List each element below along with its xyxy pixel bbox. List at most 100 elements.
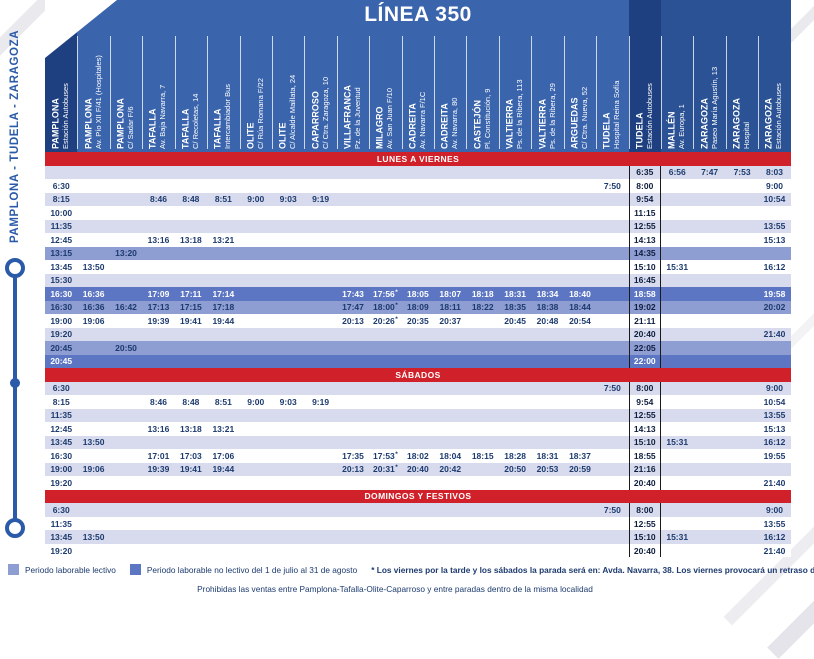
time-cell — [596, 233, 628, 247]
time-cell — [110, 314, 142, 328]
column-header-arguedas: ARGUEDAS C/ Ctra. Nueva, 52 — [563, 0, 596, 152]
time-cell — [726, 274, 758, 288]
time-cell — [693, 233, 725, 247]
time-cell — [110, 260, 142, 274]
time-cell: 12:55 — [628, 219, 662, 234]
time-cell — [304, 463, 336, 477]
time-cell — [531, 166, 563, 180]
time-cell — [661, 517, 693, 531]
column-header-label: CASTEJÓN Pl. Constitución, 9 — [472, 88, 492, 149]
time-cell: 13:18 — [180, 423, 202, 434]
time-cell — [596, 530, 628, 544]
time-cell — [434, 395, 466, 409]
time-cell — [142, 530, 174, 544]
time-cell — [564, 233, 596, 247]
time-cell — [596, 517, 628, 531]
column-header-label: OLITE C/ Alcalde Maillata, 24 — [277, 74, 298, 149]
time-cell — [434, 517, 466, 531]
time-cell — [77, 355, 109, 369]
legend-swatch-no-lectivo — [129, 564, 141, 575]
time-cell: 22:05 — [628, 341, 662, 355]
time-cell — [693, 206, 725, 220]
time-cell — [304, 355, 336, 369]
time-cell — [77, 247, 109, 261]
route-stop-mid-icon — [10, 378, 20, 388]
time-cell — [207, 409, 239, 423]
time-cell: 10:00 — [50, 207, 73, 218]
time-cell — [596, 422, 628, 436]
time-cell: 15:31 — [666, 261, 689, 272]
time-cell: 18:37 — [569, 450, 591, 461]
time-cell — [693, 274, 725, 288]
time-cell — [758, 314, 790, 328]
time-cell — [596, 476, 628, 490]
time-cell — [77, 166, 109, 180]
time-cell: 18:04 — [439, 450, 462, 461]
time-cell: 15:30 — [50, 275, 73, 286]
time-cell — [726, 301, 758, 315]
time-cell — [207, 382, 239, 396]
time-cell — [726, 220, 758, 234]
time-cell — [434, 260, 466, 274]
time-cell: 20:37 — [439, 315, 462, 326]
time-cell — [110, 409, 142, 423]
time-cell — [240, 314, 272, 328]
time-cell — [402, 476, 434, 490]
time-cell — [434, 436, 466, 450]
time-cell — [337, 233, 369, 247]
column-header-villafranca: VILLAFRANCA Pz. de la Juventud — [336, 0, 369, 152]
time-cell: 13:45 — [50, 261, 73, 272]
time-cell — [272, 436, 304, 450]
time-cell — [531, 220, 563, 234]
time-cell: 20:50 — [504, 464, 526, 475]
time-cell — [240, 382, 272, 396]
time-cell — [402, 503, 434, 517]
time-cell — [369, 233, 401, 247]
time-cell — [337, 166, 369, 180]
time-cell — [661, 193, 693, 207]
time-cell — [693, 530, 725, 544]
column-header-mallén: MALLÉN Av. Europa, 1 — [661, 0, 694, 152]
time-cell — [596, 436, 628, 450]
time-cell — [175, 206, 207, 220]
time-cell: 13:21 — [212, 234, 235, 245]
time-cell — [304, 247, 336, 261]
time-cell — [369, 274, 401, 288]
time-cell — [110, 274, 142, 288]
time-cell: 11:15 — [628, 206, 662, 220]
time-cell: 18:02 — [406, 450, 429, 461]
time-cell — [434, 247, 466, 261]
column-header-label: MALLÉN Av. Europa, 1 — [666, 104, 687, 149]
time-cell: 20:42 — [439, 464, 462, 475]
timetable-row: 11:35 12:55 13:55 — [45, 408, 791, 423]
time-cell — [207, 436, 239, 450]
time-cell — [693, 517, 725, 531]
time-cell — [466, 476, 498, 490]
time-cell — [369, 422, 401, 436]
column-header-olite: OLITE C/ Alcalde Maillata, 24 — [271, 0, 304, 152]
time-cell — [369, 395, 401, 409]
time-cell — [110, 166, 142, 180]
time-cell — [531, 544, 563, 558]
time-cell — [142, 328, 174, 342]
time-cell — [369, 382, 401, 396]
time-cell: 8:46 — [149, 396, 167, 407]
time-cell — [77, 422, 109, 436]
time-cell — [499, 328, 531, 342]
time-cell: 18:11 — [439, 302, 461, 313]
time-cell — [531, 422, 563, 436]
time-cell — [304, 314, 336, 328]
time-cell — [207, 274, 239, 288]
time-cell: 9:00 — [765, 383, 783, 394]
time-cell — [499, 355, 531, 369]
time-cell — [564, 395, 596, 409]
time-cell: 12:55 — [628, 408, 662, 423]
column-header-label: PAMPLONA C/ Sadar F/6 — [115, 98, 136, 149]
time-cell — [369, 193, 401, 207]
time-cell: 21:40 — [763, 477, 786, 488]
time-cell: 17:43 — [342, 288, 364, 299]
time-cell — [337, 530, 369, 544]
time-cell — [693, 355, 725, 369]
time-cell: 20:40 — [628, 327, 662, 342]
time-cell — [434, 476, 466, 490]
